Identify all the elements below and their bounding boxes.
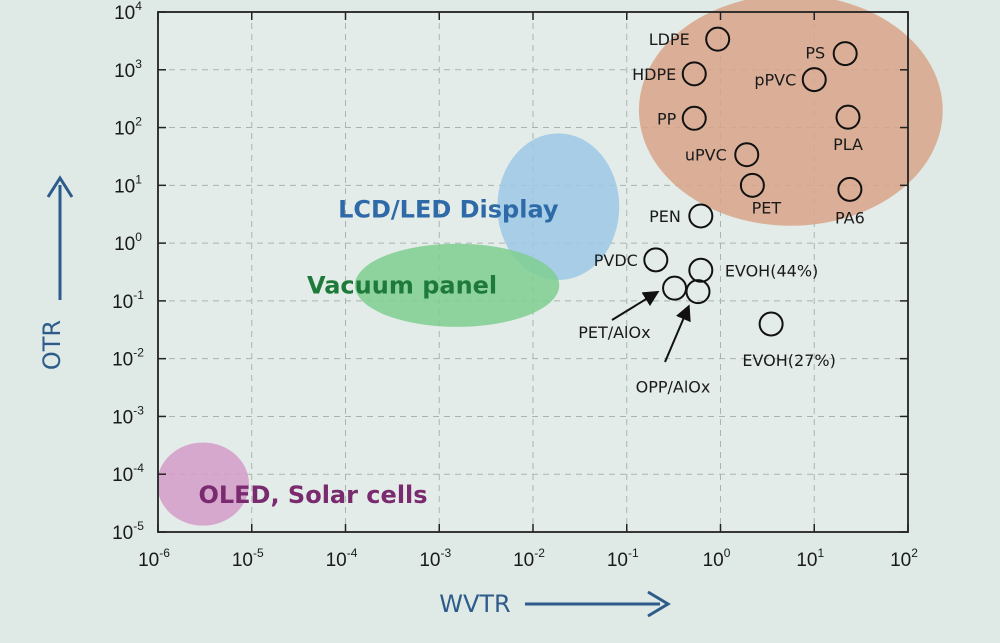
y-tick-label: 102 <box>114 115 142 140</box>
point-label-hdpe: HDPE <box>632 65 676 84</box>
region-oled-solar-cells <box>157 442 249 526</box>
point-pp <box>681 105 707 131</box>
x-tick-label: 100 <box>703 546 731 571</box>
point-upvc <box>734 142 760 168</box>
point-label-pla: PLA <box>833 135 863 154</box>
y-tick-label: 10-3 <box>112 403 144 428</box>
pet-alox-pointer-arrow <box>611 290 660 321</box>
region-label-vacuum-panel: Vacuum panel <box>307 271 497 299</box>
region-lcd-led-display <box>497 133 620 281</box>
opp-alox-pointer-arrow <box>664 304 691 363</box>
y-tick-label: 10-4 <box>112 461 144 486</box>
point-label-pa6: PA6 <box>835 208 865 227</box>
point-pvdc <box>643 247 669 273</box>
point-opp-alox <box>685 279 711 305</box>
point-label-pet: PET <box>752 198 782 217</box>
region-vacuum-panel <box>354 243 560 327</box>
point-label-ldpe: LDPE <box>649 30 690 49</box>
x-tick-label: 10-2 <box>513 546 545 571</box>
points: LDPE HDPE PP PS pPVC PLA uPVC PET PA6 PEN PVDC EVOH… <box>578 26 865 397</box>
point-pa6 <box>837 176 863 202</box>
x-tick-label: 10-6 <box>138 546 170 571</box>
point-pla <box>835 104 861 130</box>
point-label-evoh-27: EVOH(27%) <box>742 351 835 370</box>
x-axis-title-group: WVTR <box>439 590 671 618</box>
point-ldpe <box>705 26 731 52</box>
point-ppvc <box>801 67 827 93</box>
point-label-upvc: uPVC <box>685 146 727 165</box>
ticks <box>157 11 909 533</box>
point-label-evoh-44: EVOH(44%) <box>725 261 818 280</box>
point-hdpe <box>681 61 707 87</box>
y-tick-label: 103 <box>114 57 142 82</box>
x-tick-label: 10-3 <box>419 546 451 571</box>
x-tick-label: 102 <box>890 546 918 571</box>
x-axis-arrow-icon <box>647 590 671 618</box>
arrows <box>611 290 691 363</box>
y-tick-label: 101 <box>114 172 142 197</box>
x-tick-label: 10-1 <box>607 546 639 571</box>
point-label-pp: PP <box>657 109 677 128</box>
x-tick-label: 10-4 <box>326 546 358 571</box>
x-tick-label: 10-5 <box>232 546 264 571</box>
tick-labels: 10-6 10-5 10-4 10-3 10-2 10-1 100 101 1021041031… <box>112 0 918 571</box>
x-axis-title: WVTR <box>439 590 510 618</box>
point-label-pen: PEN <box>649 207 681 226</box>
y-axis-title: OTR <box>38 320 66 370</box>
point-label-pvdc: PVDC <box>594 251 638 270</box>
point-evoh-44 <box>688 257 714 283</box>
y-tick-label: 100 <box>114 230 142 255</box>
y-tick-label: 10-1 <box>112 288 144 313</box>
point-pet <box>739 172 765 198</box>
x-tick-label: 101 <box>796 546 824 571</box>
y-axis-title-group: OTR <box>38 175 74 370</box>
region-food-packaging <box>638 0 943 226</box>
y-tick-label: 10-5 <box>112 519 144 544</box>
point-label-pet-alox: PET/AlOx <box>578 323 650 342</box>
point-evoh-27 <box>758 311 784 337</box>
y-axis-arrow-icon <box>46 175 74 198</box>
point-label-ppvc: pPVC <box>754 71 796 90</box>
point-label-opp-alox: OPP/AlOx <box>636 378 711 397</box>
point-pen <box>688 203 714 229</box>
point-ps <box>832 41 858 67</box>
y-tick-label: 104 <box>114 0 142 24</box>
region-label-oled-solar-cells: OLED, Solar cells <box>198 481 427 509</box>
point-label-ps: PS <box>805 44 825 63</box>
regions <box>157 0 943 526</box>
y-tick-label: 10-2 <box>112 346 144 371</box>
region-label-lcd-led-display: LCD/LED Display <box>338 196 559 224</box>
